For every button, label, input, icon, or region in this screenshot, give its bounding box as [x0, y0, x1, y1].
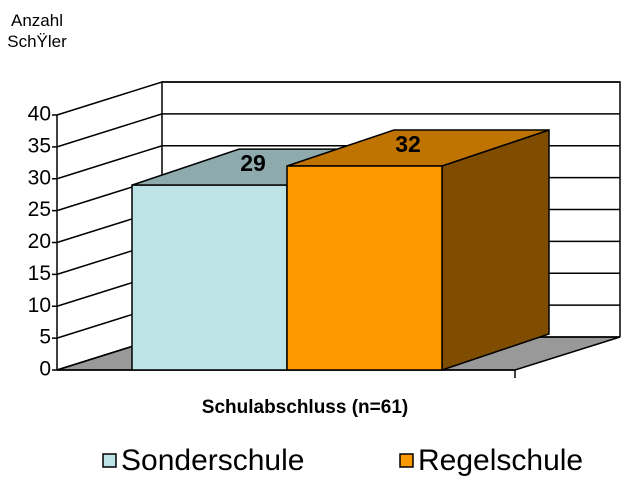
grid-line	[56, 81, 620, 116]
value-label: 32	[395, 131, 421, 157]
y-tick-label: 35	[28, 134, 51, 157]
y-tick-label: 0	[39, 358, 51, 381]
x-tick-label: Schulabschluss (n=61)	[202, 397, 408, 418]
y-tick-label: 5	[39, 326, 51, 349]
y-tick-label: 40	[28, 103, 51, 126]
y-tick-label: 10	[28, 294, 51, 317]
y-tick-label: 20	[28, 230, 51, 253]
bar	[286, 128, 550, 372]
grid-line	[56, 113, 620, 148]
y-tick-label: 30	[28, 166, 51, 189]
legend-label: Sonderschule	[121, 444, 304, 477]
legend-swatch	[399, 453, 414, 468]
y-axis-label: Anzahl SchŸler	[7, 11, 67, 51]
bar-front	[286, 165, 443, 371]
legend-label: Regelschule	[418, 444, 583, 477]
y-tick-label: 15	[28, 262, 51, 285]
value-label: 29	[240, 150, 266, 176]
y-tick-label: 25	[28, 198, 51, 221]
bar-front	[131, 184, 288, 371]
legend-swatch	[102, 453, 117, 468]
bar-side	[441, 128, 550, 372]
